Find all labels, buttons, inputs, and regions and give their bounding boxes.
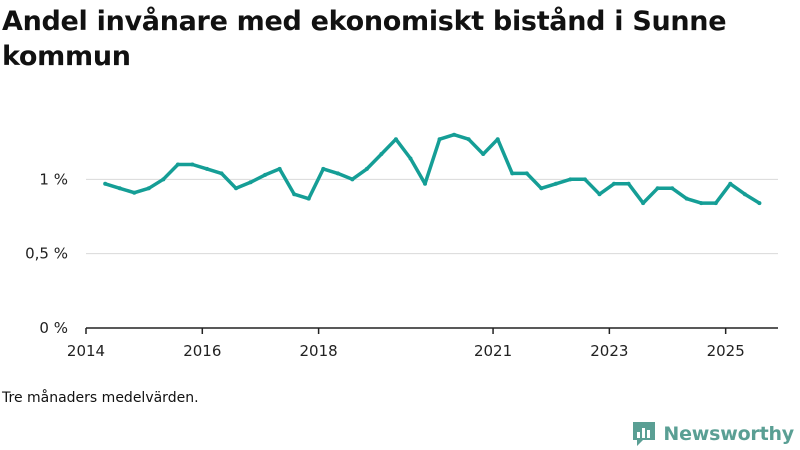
data-point xyxy=(742,192,747,197)
data-point xyxy=(437,137,442,142)
gridlines xyxy=(86,178,778,255)
data-point xyxy=(321,166,326,171)
data-point xyxy=(757,201,762,206)
x-tick-label: 2016 xyxy=(183,342,221,360)
data-point xyxy=(524,171,529,176)
data-point xyxy=(248,180,253,185)
data-point xyxy=(626,181,631,186)
data-point xyxy=(481,152,486,157)
data-point xyxy=(132,190,137,195)
data-point xyxy=(452,132,457,137)
data-point xyxy=(699,201,704,206)
data-point xyxy=(466,137,471,142)
x-tick-label: 2018 xyxy=(300,342,338,360)
data-point xyxy=(263,172,268,177)
y-tick-label: 0,5 % xyxy=(25,245,68,263)
x-axis: 2014 2016 2018 2021 2023 2025 xyxy=(67,327,778,360)
x-tick-label: 2014 xyxy=(67,342,105,360)
brand-logo[interactable]: Newsworthy xyxy=(631,420,794,448)
data-point xyxy=(612,181,617,186)
data-point xyxy=(277,166,282,171)
y-tick-label: 0 % xyxy=(39,319,68,337)
data-point xyxy=(234,186,239,191)
x-tick-label: 2021 xyxy=(474,342,512,360)
data-point xyxy=(393,137,398,142)
data-point xyxy=(292,192,297,197)
chart-title: Andel invånare med ekonomiskt bistånd i … xyxy=(2,6,727,72)
x-tick-label: 2023 xyxy=(590,342,628,360)
data-point xyxy=(175,162,180,167)
data-point xyxy=(103,181,108,186)
data-point xyxy=(364,166,369,171)
data-point xyxy=(553,181,558,186)
series-layer xyxy=(103,132,762,206)
data-point xyxy=(582,177,587,182)
data-point xyxy=(350,177,355,182)
data-point xyxy=(146,186,151,191)
y-axis-ticks: 0 % 0,5 % 1 % xyxy=(25,170,68,337)
data-point xyxy=(655,186,660,191)
data-point xyxy=(670,186,675,191)
data-point xyxy=(641,201,646,206)
chart-note: Tre månaders medelvärden. xyxy=(2,390,199,406)
series-line xyxy=(103,132,762,205)
brand-name: Newsworthy xyxy=(663,423,794,445)
data-point xyxy=(568,177,573,182)
data-point xyxy=(510,171,515,176)
data-point xyxy=(219,171,224,176)
data-point xyxy=(423,181,428,186)
data-point xyxy=(335,171,340,176)
data-point xyxy=(495,137,500,142)
data-point xyxy=(597,192,602,197)
data-point xyxy=(190,162,195,167)
data-point xyxy=(306,196,311,201)
data-point xyxy=(379,152,384,157)
data-point xyxy=(204,166,209,171)
data-point xyxy=(117,186,122,191)
data-point xyxy=(161,177,166,182)
data-point xyxy=(713,201,718,206)
data-point xyxy=(539,186,544,191)
data-point xyxy=(684,196,689,201)
data-point xyxy=(728,181,733,186)
line-chart: 0 % 0,5 % 1 % 2014 2016 2018 2021 2023 2025 xyxy=(25,132,778,360)
newsworthy-logo-icon xyxy=(633,422,656,446)
x-tick-label: 2025 xyxy=(707,342,745,360)
y-tick-label: 1 % xyxy=(39,170,68,188)
data-point xyxy=(408,156,413,161)
